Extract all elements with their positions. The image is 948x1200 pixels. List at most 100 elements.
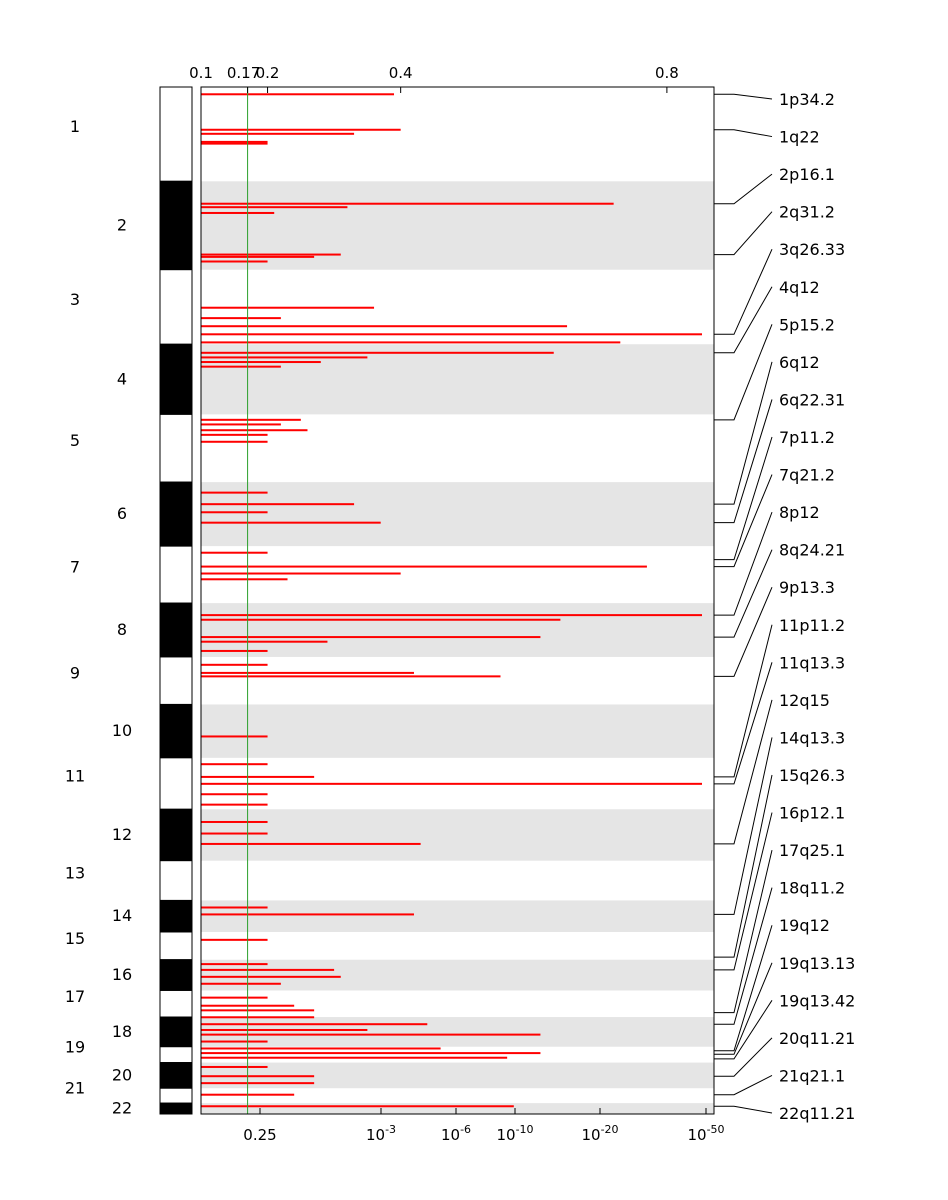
chromosome-label: 15 — [65, 929, 85, 948]
ideogram-chr11 — [159, 757, 193, 810]
cytoband-label: 4q12 — [779, 278, 820, 297]
band-chr10 — [201, 704, 714, 758]
ideogram-chr3 — [159, 269, 193, 345]
cytoband-label: 12q15 — [779, 691, 830, 710]
cytoband-leader — [714, 1105, 773, 1114]
cytoband-label: 6q22.31 — [779, 390, 845, 409]
peak-bar — [201, 913, 414, 916]
peak-bar — [201, 996, 268, 999]
top-tick-label: 0.17 — [227, 64, 260, 82]
cytoband-label: 2p16.1 — [779, 165, 835, 184]
band-chr6 — [201, 482, 714, 547]
peak-bar — [201, 578, 288, 581]
cytoband-label: 15q26.3 — [779, 766, 845, 785]
cytoband-leader — [714, 361, 773, 505]
band-chr22 — [201, 1103, 714, 1114]
bottom-tick-label: 0.25 — [243, 1126, 276, 1144]
bottom-tick-exponent: -50 — [707, 1123, 725, 1136]
top-axis: 0.1 0.170.2 0.4 0.8 — [189, 64, 679, 93]
peak-bar — [201, 551, 268, 554]
ideogram-chr22 — [159, 1102, 193, 1115]
cytoband-leader — [714, 662, 773, 785]
cytoband-leader — [714, 587, 773, 677]
peak-bar — [201, 1056, 508, 1059]
cytoband-label: 21q21.1 — [779, 1066, 845, 1085]
cytoband-leader — [714, 549, 773, 638]
peak-bar — [201, 142, 268, 145]
cytoband-label: 5p15.2 — [779, 315, 835, 334]
peak-bar — [201, 429, 308, 432]
cytoband-leader — [714, 737, 773, 915]
chromosome-label: 9 — [70, 664, 80, 683]
chromosome-label: 3 — [70, 290, 80, 309]
cytoband-leader — [714, 286, 773, 354]
peak-bar — [201, 614, 702, 617]
ideogram-chr18 — [159, 1016, 193, 1048]
cytoband-label: 11p11.2 — [779, 616, 845, 635]
chromosome-label: 10 — [112, 721, 132, 740]
peak-bar — [201, 255, 315, 258]
chromosome-label: 19 — [65, 1038, 85, 1057]
peak-bar — [201, 649, 268, 652]
bottom-tick-label: 10-50 — [687, 1123, 724, 1144]
cytoband-label: 7p11.2 — [779, 428, 835, 447]
cytoband-leader — [714, 399, 773, 524]
peak-bar — [201, 140, 268, 143]
peak-bar — [201, 1082, 315, 1085]
ideogram-chr4 — [159, 343, 193, 415]
bottom-tick-label: 10-6 — [441, 1123, 471, 1144]
peak-bar — [201, 572, 401, 575]
peak-bar — [201, 211, 275, 214]
peak-bar — [201, 1016, 315, 1019]
top-tick-label: 0.4 — [389, 64, 413, 82]
ideogram-chr9 — [159, 656, 193, 705]
ideogram-chr17 — [159, 989, 193, 1018]
peak-bar — [201, 341, 621, 344]
ideogram-chr12 — [159, 808, 193, 862]
bottom-tick-exponent: -3 — [385, 1123, 396, 1136]
cytoband-leader — [714, 624, 773, 778]
cytoband-label: 9p13.3 — [779, 578, 835, 597]
peak-bar — [201, 671, 414, 674]
peak-bar — [201, 365, 281, 368]
cytoband-label: 17q25.1 — [779, 841, 845, 860]
cytoband-label: 7q21.2 — [779, 466, 835, 485]
peak-bar — [201, 1047, 441, 1050]
peak-bar — [201, 253, 341, 256]
peak-bar — [201, 763, 268, 766]
chromosome-label: 7 — [70, 558, 80, 577]
ideogram-chr7 — [159, 545, 193, 604]
peak-bar — [201, 1028, 368, 1031]
top-tick-label: 0.2 — [256, 64, 280, 82]
ideogram-chr2 — [159, 180, 193, 271]
peak-bar — [201, 1052, 541, 1055]
peak-bar — [201, 440, 268, 443]
chromosome-ideogram — [159, 86, 193, 1115]
peak-bar — [201, 1075, 315, 1078]
peak-bar — [201, 1040, 268, 1043]
peak-bar — [201, 206, 348, 209]
chromosome-label: 20 — [112, 1065, 132, 1084]
cytoband-label: 8p12 — [779, 503, 820, 522]
peak-bar — [201, 202, 614, 205]
cytoband-label: 18q11.2 — [779, 879, 845, 898]
cytoband-label: 22q11.21 — [779, 1104, 855, 1123]
cytoband-label: 19q12 — [779, 916, 830, 935]
peak-bar — [201, 491, 268, 494]
peak-bar — [201, 975, 341, 978]
ideogram-chr5 — [159, 413, 193, 483]
peak-bar — [201, 333, 702, 336]
cytoband-leader — [714, 925, 773, 1052]
chromosome-label: 8 — [117, 620, 127, 639]
top-tick-label: 0.8 — [655, 64, 679, 82]
peak-bar — [201, 663, 268, 666]
cytoband-leader — [714, 173, 773, 205]
chromosome-label: 18 — [112, 1022, 132, 1041]
peak-bar — [201, 351, 554, 354]
cytoband-leader — [714, 1074, 773, 1096]
bottom-tick-exponent: -20 — [601, 1123, 619, 1136]
cytoband-label: 16p12.1 — [779, 804, 845, 823]
band-chr14 — [201, 900, 714, 932]
